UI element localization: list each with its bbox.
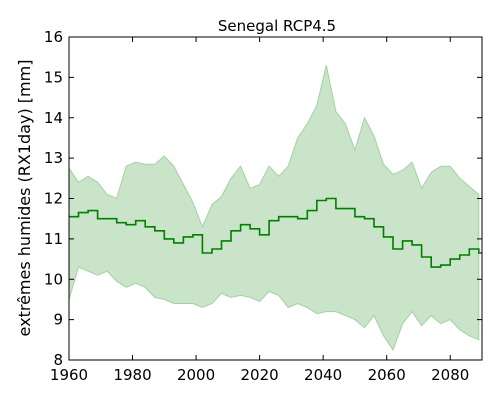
x-tick-label: 2040: [304, 366, 342, 384]
axes: 1960 1980 2000 2020 2040 2060 2080 8 9 10 11 12 13 14…: [44, 28, 483, 384]
y-tick-label: 10: [44, 270, 63, 288]
chart-title: Senegal RCP4.5: [218, 17, 336, 35]
x-tick-label: 2060: [368, 366, 406, 384]
y-tick-label: 9: [53, 311, 63, 329]
y-axis-label: extrêmes humides (RX1day) [mm]: [15, 60, 34, 337]
y-tick-label: 13: [44, 149, 63, 167]
x-tick-label: 1960: [50, 366, 88, 384]
y-tick-label: 15: [44, 68, 63, 86]
x-tick-label: 1980: [113, 366, 151, 384]
x-tick-label: 2000: [177, 366, 215, 384]
x-tick-label: 2020: [241, 366, 279, 384]
y-tick-label: 8: [53, 351, 63, 369]
y-tick-label: 16: [44, 28, 63, 46]
y-tick-label: 12: [44, 190, 63, 208]
median-line: [69, 197, 482, 268]
x-tick-label: 2080: [431, 366, 469, 384]
y-tick-label: 14: [44, 109, 63, 127]
uncertainty-band: [68, 65, 480, 351]
y-tick-label: 11: [44, 230, 63, 248]
plot-area: [68, 65, 482, 351]
